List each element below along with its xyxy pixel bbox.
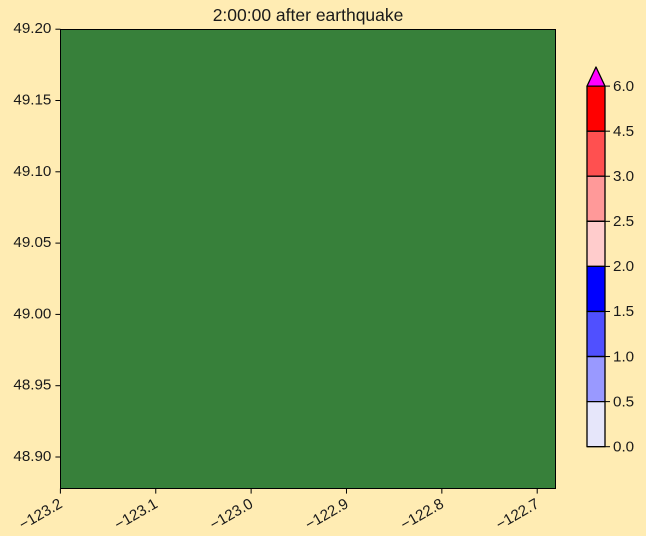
svg-text:1.5: 1.5 <box>613 303 634 320</box>
svg-text:0.0: 0.0 <box>613 438 634 455</box>
svg-text:−122.9: −122.9 <box>302 495 351 533</box>
svg-text:48.90: 48.90 <box>13 448 51 465</box>
svg-text:49.05: 49.05 <box>13 234 51 251</box>
svg-text:48.95: 48.95 <box>13 377 51 394</box>
svg-text:−123.2: −123.2 <box>16 495 65 533</box>
svg-text:4.5: 4.5 <box>613 123 634 140</box>
svg-text:3.0: 3.0 <box>613 168 634 185</box>
svg-text:−123.0: −123.0 <box>207 495 256 533</box>
svg-text:2.5: 2.5 <box>613 213 634 230</box>
svg-text:−123.1: −123.1 <box>112 495 161 533</box>
svg-text:49.10: 49.10 <box>13 163 51 180</box>
svg-text:2.0: 2.0 <box>613 258 634 275</box>
svg-text:6.0: 6.0 <box>613 78 634 95</box>
svg-text:0.5: 0.5 <box>613 393 634 410</box>
svg-text:49.20: 49.20 <box>13 20 51 37</box>
svg-text:−122.8: −122.8 <box>398 495 447 533</box>
svg-text:1.0: 1.0 <box>613 348 634 365</box>
svg-text:−122.7: −122.7 <box>493 495 542 533</box>
svg-text:49.15: 49.15 <box>13 92 51 109</box>
svg-text:49.00: 49.00 <box>13 305 51 322</box>
